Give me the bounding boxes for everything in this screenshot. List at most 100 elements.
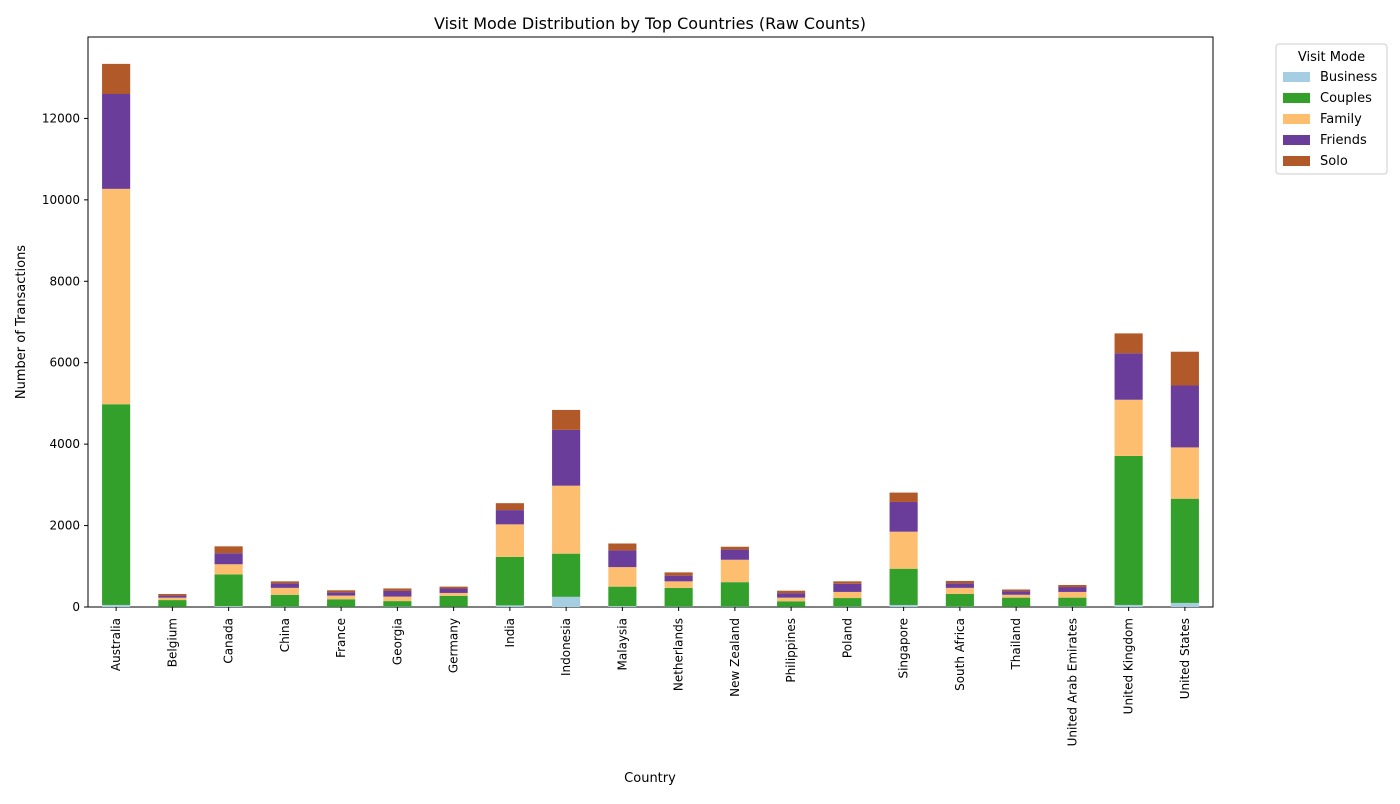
bar-georgia-family xyxy=(383,597,411,601)
bar-australia-solo xyxy=(102,64,130,94)
bar-united-arab-emirates-solo xyxy=(1058,585,1086,587)
bar-belgium-friends xyxy=(158,596,186,598)
bar-georgia-friends xyxy=(383,591,411,597)
bar-canada-business xyxy=(215,606,243,607)
bar-new-zealand-family xyxy=(721,560,749,582)
bar-indonesia-family xyxy=(552,486,580,554)
bar-australia-family xyxy=(102,189,130,404)
bar-indonesia-friends xyxy=(552,430,580,486)
bar-canada-friends xyxy=(215,553,243,564)
bar-netherlands-family xyxy=(665,581,693,588)
legend-swatch-solo xyxy=(1283,156,1310,166)
bar-singapore-solo xyxy=(890,493,918,502)
bar-australia-business xyxy=(102,605,130,607)
x-tick-label-india: India xyxy=(503,618,517,647)
bar-indonesia-business xyxy=(552,597,580,607)
bar-georgia-couples xyxy=(383,601,411,607)
legend-swatch-couples xyxy=(1283,93,1310,103)
y-tick-label-0: 0 xyxy=(72,600,80,614)
bar-south-africa-couples xyxy=(946,594,974,607)
x-tick-label-malaysia: Malaysia xyxy=(615,618,629,670)
y-tick-label-8000: 8000 xyxy=(49,274,80,288)
bar-indonesia-solo xyxy=(552,410,580,430)
plot-frame xyxy=(88,37,1213,607)
bar-thailand-family xyxy=(1002,595,1030,598)
plot-border xyxy=(88,37,1213,607)
bar-singapore-couples xyxy=(890,569,918,605)
bar-belgium-family xyxy=(158,598,186,600)
bar-france-friends xyxy=(327,592,355,595)
bar-canada-solo xyxy=(215,546,243,553)
x-tick-label-australia: Australia xyxy=(109,618,123,671)
chart-title: Visit Mode Distribution by Top Countries… xyxy=(434,14,866,33)
y-tick-label-10000: 10000 xyxy=(42,193,80,207)
legend-swatch-friends xyxy=(1283,135,1310,145)
bar-united-kingdom-family xyxy=(1115,400,1143,456)
y-tick-label-6000: 6000 xyxy=(49,356,80,370)
bar-china-couples xyxy=(271,595,299,607)
bar-united-states-friends xyxy=(1171,386,1199,448)
bar-thailand-couples xyxy=(1002,598,1030,607)
bar-poland-couples xyxy=(833,598,861,607)
bar-south-africa-solo xyxy=(946,581,974,583)
bar-australia-friends xyxy=(102,94,130,189)
y-tick-label-4000: 4000 xyxy=(49,437,80,451)
bar-australia-couples xyxy=(102,404,130,605)
legend-label-family: Family xyxy=(1320,112,1362,127)
x-tick-label-south-africa: South Africa xyxy=(953,618,967,691)
bar-united-states-couples xyxy=(1171,499,1199,603)
bar-united-arab-emirates-couples xyxy=(1058,598,1086,607)
x-tick-label-united-states: United States xyxy=(1178,618,1192,699)
bar-philippines-friends xyxy=(777,593,805,597)
x-tick-label-singapore: Singapore xyxy=(897,618,911,679)
bar-germany-solo xyxy=(440,587,468,589)
bar-new-zealand-solo xyxy=(721,547,749,550)
bar-united-states-family xyxy=(1171,447,1199,498)
y-axis-title: Number of Transactions xyxy=(14,245,29,399)
bar-india-family xyxy=(496,524,524,557)
x-tick-label-new-zealand: New Zealand xyxy=(728,618,742,697)
bar-india-business xyxy=(496,605,524,607)
bar-poland-solo xyxy=(833,581,861,583)
bar-philippines-couples xyxy=(777,601,805,607)
bar-singapore-friends xyxy=(890,502,918,532)
legend-label-solo: Solo xyxy=(1320,154,1348,169)
bar-united-kingdom-business xyxy=(1115,605,1143,607)
x-tick-label-belgium: Belgium xyxy=(165,618,179,667)
x-tick-label-indonesia: Indonesia xyxy=(559,618,573,676)
x-tick-label-china: China xyxy=(278,618,292,652)
legend-title: Visit Mode xyxy=(1298,50,1365,65)
bar-france-family xyxy=(327,596,355,600)
bar-malaysia-family xyxy=(608,567,636,587)
bar-united-arab-emirates-family xyxy=(1058,592,1086,598)
bar-france-solo xyxy=(327,590,355,592)
legend: Visit ModeBusinessCouplesFamilyFriendsSo… xyxy=(1276,44,1387,174)
bar-india-couples xyxy=(496,557,524,605)
bar-georgia-solo xyxy=(383,588,411,590)
x-tick-label-netherlands: Netherlands xyxy=(672,618,686,691)
x-axis-title: Country xyxy=(624,771,676,786)
bars-group xyxy=(102,64,1199,607)
x-tick-label-philippines: Philippines xyxy=(784,618,798,683)
bar-germany-couples xyxy=(440,596,468,607)
x-tick-label-united-arab-emirates: United Arab Emirates xyxy=(1065,618,1079,746)
bar-singapore-family xyxy=(890,532,918,569)
bar-united-kingdom-solo xyxy=(1115,333,1143,353)
bar-south-africa-friends xyxy=(946,583,974,587)
x-tick-label-thailand: Thailand xyxy=(1009,618,1023,671)
bar-thailand-friends xyxy=(1002,591,1030,595)
bar-malaysia-couples xyxy=(608,587,636,607)
bar-south-africa-family xyxy=(946,588,974,594)
bar-belgium-solo xyxy=(158,594,186,596)
bar-malaysia-business xyxy=(608,606,636,607)
bar-india-friends xyxy=(496,510,524,524)
bar-malaysia-friends xyxy=(608,550,636,567)
bar-philippines-solo xyxy=(777,591,805,593)
bar-united-kingdom-friends xyxy=(1115,353,1143,399)
bar-indonesia-couples xyxy=(552,554,580,597)
legend-swatch-family xyxy=(1283,114,1310,124)
x-tick-label-poland: Poland xyxy=(840,618,854,658)
